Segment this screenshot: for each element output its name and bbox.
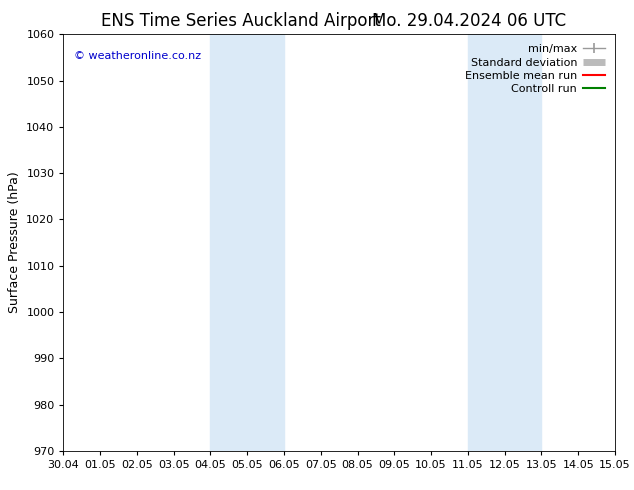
Text: © weatheronline.co.nz: © weatheronline.co.nz [74, 51, 202, 61]
Text: ENS Time Series Auckland Airport: ENS Time Series Auckland Airport [101, 12, 381, 30]
Bar [468, 34, 541, 451]
Bar [210, 34, 284, 451]
Text: Mo. 29.04.2024 06 UTC: Mo. 29.04.2024 06 UTC [372, 12, 566, 30]
Y-axis label: Surface Pressure (hPa): Surface Pressure (hPa) [8, 172, 21, 314]
Legend: min/max, Standard deviation, Ensemble mean run, Controll run: min/max, Standard deviation, Ensemble me… [460, 40, 609, 99]
